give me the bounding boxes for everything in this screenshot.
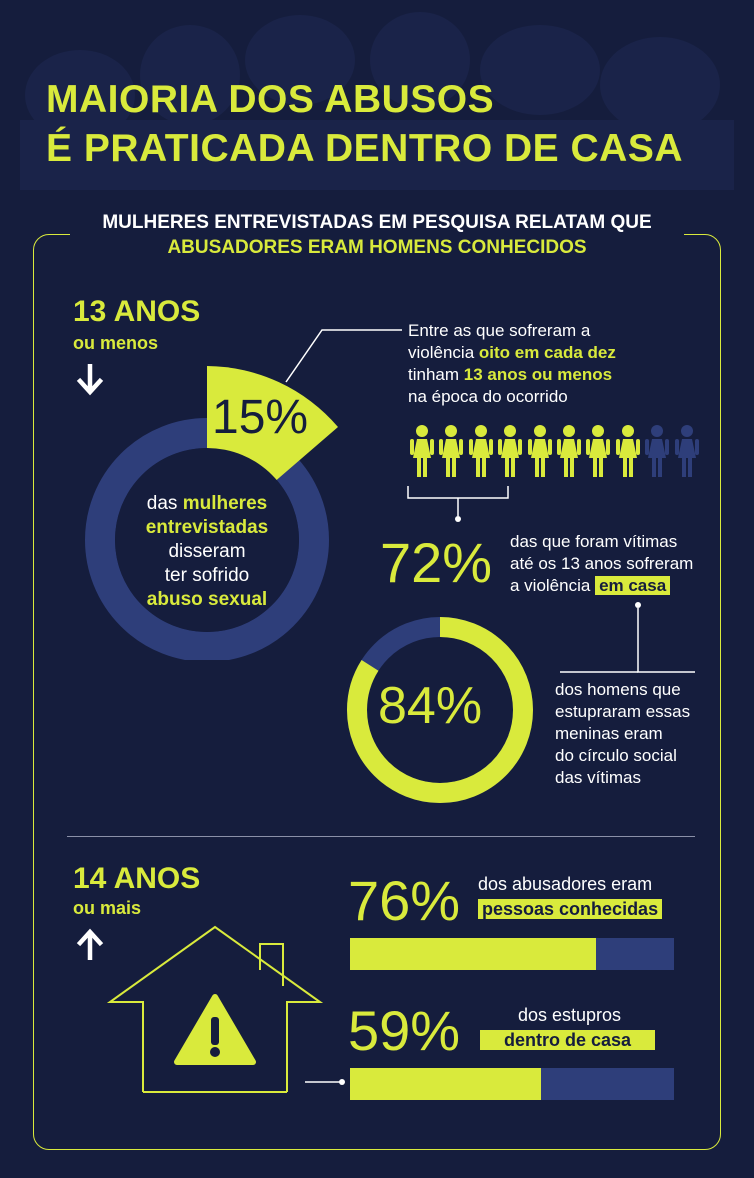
age-subheading-13: ou menos: [73, 333, 159, 353]
woman-icon-muted: [645, 425, 670, 477]
woman-icon-highlighted: [527, 425, 552, 477]
title-line-1: MAIORIA DOS ABUSOS: [46, 78, 495, 121]
bar-76-track: [350, 938, 674, 970]
arrow-up-icon: [76, 928, 104, 960]
callout-text: Entre as que sofreram a violência oito e…: [408, 321, 616, 406]
people-bracket: [407, 486, 509, 522]
woman-icon-highlighted: [439, 425, 464, 477]
stat-59-caption: dos estupros: [518, 1005, 622, 1025]
callout-connector: [285, 329, 402, 383]
woman-icon-highlighted: [498, 425, 523, 477]
stat-76-caption: dos abusadores eram: [478, 874, 653, 894]
stat-84-caption: dos homens que estupraram essas meninas …: [555, 680, 691, 787]
donut-15-chart: [85, 366, 338, 660]
stat-84-value: 84%: [378, 677, 483, 735]
stat-84-connector: [560, 602, 695, 673]
woman-icon-highlighted: [468, 425, 493, 477]
woman-icon-highlighted: [557, 425, 581, 477]
stat-59-value: 59%: [348, 999, 461, 1062]
bar-59-fill: [350, 1068, 542, 1100]
woman-icon-highlighted: [586, 425, 611, 477]
subtitle-line-2: ABUSADORES ERAM HOMENS CONHECIDOS: [167, 237, 587, 258]
woman-icon-highlighted: [410, 425, 434, 477]
stat-72-value: 72%: [380, 531, 493, 594]
stat-72-caption: das que foram vítimas até os 13 anos sof…: [510, 532, 694, 595]
woman-icon-highlighted: [615, 425, 640, 477]
woman-icon-muted: [674, 425, 699, 477]
age-heading-14: 14 ANOS: [73, 862, 201, 895]
house-warning-icon: [106, 925, 345, 1093]
age-heading-13: 13 ANOS: [73, 295, 201, 328]
stat-59-highlight: dentro de casa: [480, 1028, 656, 1052]
section-divider: [67, 836, 695, 837]
donut-84-chart: [347, 617, 533, 803]
donut-15-label: 15%: [212, 391, 309, 444]
donut-84-arc: [347, 617, 533, 803]
bar-76-fill: [350, 938, 597, 970]
subtitle-line-1: MULHERES ENTREVISTADAS EM PESQUISA RELAT…: [102, 212, 652, 233]
people-pictogram-row: [410, 424, 700, 480]
donut-15-caption: das mulheres entrevistadas disseram ter …: [145, 493, 269, 610]
stat-76-highlight: pessoas conhecidas: [478, 897, 663, 921]
title-line-2: É PRATICADA DENTRO DE CASA: [46, 127, 684, 170]
bar-59-track: [350, 1068, 674, 1100]
stat-76-value: 76%: [348, 869, 461, 932]
arrow-down-icon: [76, 364, 104, 396]
silhouettes-background-icon: [20, 12, 734, 190]
age-subheading-14: ou mais: [73, 898, 142, 918]
